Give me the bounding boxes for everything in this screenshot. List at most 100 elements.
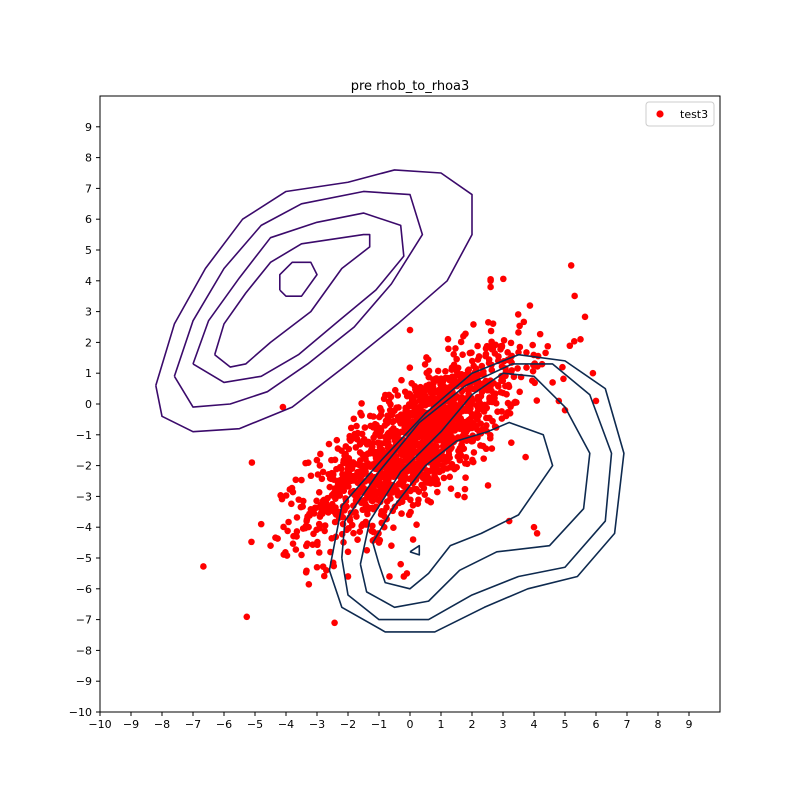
data-point: [411, 382, 419, 390]
contour-line: [192, 212, 405, 384]
data-point: [307, 472, 315, 480]
data-point: [445, 345, 452, 353]
contour-line: [409, 544, 421, 556]
data-point: [470, 321, 477, 328]
data-point: [397, 478, 404, 486]
data-point: [474, 396, 482, 403]
data-point: [319, 502, 327, 510]
data-point: [397, 420, 404, 427]
data-point: [461, 493, 468, 501]
data-point: [489, 320, 497, 327]
data-point: [466, 377, 473, 384]
data-point: [329, 470, 337, 478]
data-point: [338, 465, 345, 473]
data-point: [514, 365, 521, 372]
data-point: [380, 512, 388, 520]
data-point: [359, 506, 367, 514]
data-point: [422, 422, 430, 430]
data-point: [434, 437, 442, 444]
data-point: [464, 397, 472, 405]
data-point: [326, 483, 334, 491]
data-point: [374, 439, 382, 447]
data-point: [533, 530, 541, 537]
data-point: [544, 342, 552, 350]
y-tick-label: −5: [76, 552, 92, 565]
data-point: [444, 335, 452, 343]
data-point: [315, 549, 323, 556]
data-point: [319, 468, 327, 476]
data-point: [430, 376, 437, 383]
data-point: [409, 409, 417, 417]
data-point: [406, 364, 414, 371]
data-point: [520, 318, 528, 326]
data-point: [480, 455, 488, 462]
plot-area: [155, 169, 625, 633]
data-point: [419, 474, 427, 482]
data-point: [352, 509, 359, 516]
data-point: [305, 580, 313, 588]
data-point: [488, 338, 495, 346]
data-point: [375, 413, 383, 421]
data-point: [488, 366, 496, 374]
data-point: [427, 498, 435, 506]
data-point: [318, 475, 326, 483]
data-point: [360, 435, 368, 443]
x-tick-label: 1: [438, 718, 445, 731]
data-point: [292, 546, 300, 553]
data-point: [293, 528, 301, 535]
data-point: [408, 395, 416, 402]
data-point: [516, 388, 523, 396]
data-point: [410, 485, 418, 493]
data-point: [370, 528, 377, 536]
data-point: [453, 402, 460, 410]
data-point: [571, 292, 578, 300]
data-point: [347, 424, 355, 432]
data-point: [409, 536, 417, 543]
data-point: [464, 386, 471, 393]
y-tick-label: −9: [76, 675, 92, 688]
data-point: [446, 473, 454, 481]
data-point: [338, 447, 345, 454]
data-point: [500, 275, 507, 283]
data-point: [364, 460, 372, 467]
data-point: [350, 529, 357, 537]
data-point: [394, 461, 402, 469]
data-point: [302, 569, 310, 576]
y-tick-label: 1: [85, 367, 92, 380]
data-point: [516, 322, 523, 330]
data-point: [461, 426, 469, 433]
data-point: [325, 507, 333, 515]
data-point: [474, 382, 482, 390]
data-point: [414, 434, 422, 441]
data-point: [385, 458, 393, 465]
data-point: [478, 362, 486, 370]
data-point: [474, 342, 481, 350]
data-point: [381, 472, 389, 480]
data-point: [289, 488, 297, 496]
data-point: [462, 474, 469, 481]
data-point: [475, 412, 483, 419]
data-point: [570, 338, 578, 345]
data-point: [316, 462, 324, 469]
data-point: [443, 406, 450, 413]
data-point: [357, 475, 364, 483]
data-point: [292, 476, 300, 484]
data-point: [397, 560, 405, 568]
data-point: [507, 339, 515, 347]
data-point: [331, 619, 338, 627]
data-point: [468, 424, 476, 432]
data-point: [354, 536, 361, 543]
data-point: [465, 366, 473, 373]
data-point: [486, 395, 493, 403]
data-point: [363, 546, 371, 554]
data-point: [486, 434, 494, 442]
y-tick-label: 4: [85, 275, 92, 288]
x-tick-label: −10: [88, 718, 111, 731]
x-tick-label: 3: [500, 718, 507, 731]
data-point: [454, 369, 461, 377]
data-point: [516, 343, 524, 351]
data-point: [479, 442, 487, 450]
data-point: [443, 465, 451, 472]
data-point: [299, 525, 307, 532]
